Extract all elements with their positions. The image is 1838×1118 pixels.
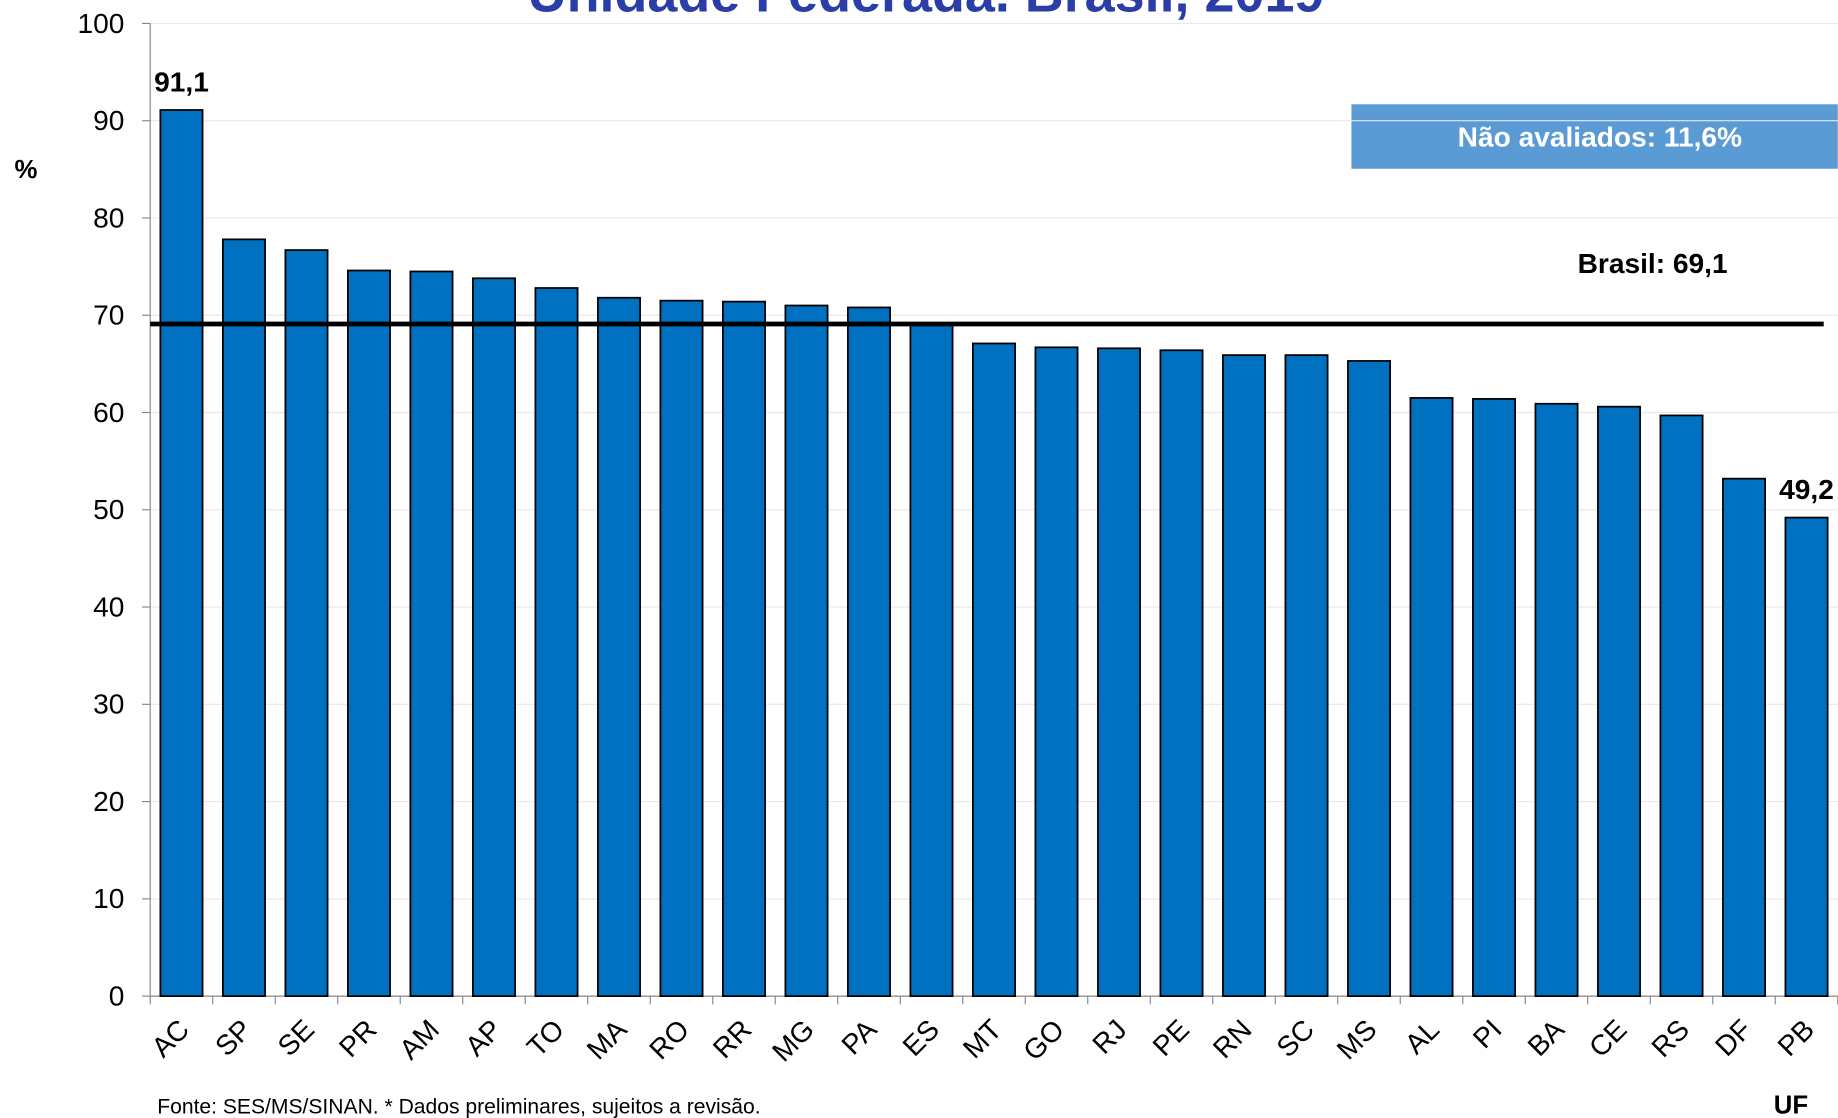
x-tick-label: PB (1772, 1014, 1820, 1062)
note-text: Não avaliados: 11,6% (1458, 121, 1742, 152)
y-tick-label: 20 (93, 786, 124, 817)
x-tick-label: PR (333, 1014, 383, 1064)
x-tick-label: RO (643, 1014, 695, 1066)
bar (1722, 477, 1766, 998)
x-tick-label: PE (1147, 1014, 1195, 1062)
bar (1597, 405, 1641, 998)
x-tick-label: BA (1522, 1013, 1571, 1062)
y-tick-label: 70 (93, 300, 124, 331)
data-label: 49,2 (1779, 474, 1834, 505)
bar (1222, 354, 1266, 998)
bar (909, 322, 954, 998)
x-tick-label: PA (836, 1013, 883, 1060)
bar (1347, 360, 1391, 998)
x-tick-label: AM (393, 1014, 445, 1066)
x-axis-label: UF (1774, 1091, 1808, 1118)
bar (472, 277, 516, 998)
x-tick-label: AC (146, 1014, 196, 1064)
bar (597, 296, 641, 998)
source-note: Fonte: SES/MS/SINAN. * Dados preliminare… (157, 1095, 760, 1118)
y-axis-label: % (15, 156, 38, 184)
y-tick-label: 80 (93, 202, 124, 233)
x-tick-label: PI (1467, 1014, 1508, 1055)
x-tick-label: RS (1646, 1014, 1696, 1064)
data-label: 91,1 (154, 66, 209, 97)
bar (1409, 397, 1454, 998)
chart-title: Unidade Federada. Brasil, 2019 (528, 0, 1325, 24)
y-tick-label: 0 (109, 980, 125, 1011)
x-tick-label: DF (1709, 1014, 1757, 1062)
y-tick-label: 30 (93, 689, 124, 720)
y-tick-label: 40 (93, 591, 124, 622)
x-tick-label: SP (209, 1014, 257, 1062)
bar (1659, 414, 1704, 998)
bar (534, 287, 579, 998)
reference-label: Brasil: 69,1 (1578, 248, 1728, 279)
note-box (1351, 104, 1838, 169)
y-tick-label: 10 (93, 883, 124, 914)
y-tick-label: 90 (93, 105, 124, 136)
x-tick-label: AP (459, 1014, 507, 1062)
bar (659, 299, 704, 998)
bar (284, 249, 329, 998)
x-tick-label: GO (1017, 1014, 1070, 1067)
x-tick-label: MT (957, 1014, 1008, 1065)
bar (972, 342, 1016, 998)
x-tick-label: AL (1399, 1014, 1445, 1060)
bar (847, 306, 891, 998)
bar (347, 269, 391, 998)
x-tick-label: MA (581, 1013, 633, 1065)
bar (784, 304, 829, 998)
x-tick-label: ES (897, 1014, 945, 1062)
y-tick-label: 100 (78, 8, 125, 39)
bar (1534, 402, 1579, 998)
y-tick-label: 50 (93, 494, 124, 525)
x-tick-label: RN (1207, 1014, 1258, 1065)
x-tick-label: SC (1271, 1014, 1321, 1064)
x-tick-label: SE (272, 1014, 320, 1062)
bar (1034, 346, 1079, 998)
bar (222, 238, 266, 998)
bar (1097, 347, 1141, 998)
bar (409, 270, 454, 998)
x-tick-label: CE (1583, 1014, 1633, 1064)
bar (1284, 354, 1329, 998)
x-tick-label: RR (707, 1014, 758, 1065)
x-tick-label: TO (521, 1014, 570, 1063)
bar (1472, 398, 1516, 998)
x-tick-label: MS (1331, 1014, 1383, 1066)
bar (1159, 349, 1204, 998)
y-tick-label: 60 (93, 397, 124, 428)
bar (159, 109, 204, 998)
bar (1784, 516, 1829, 998)
x-tick-label: MG (766, 1014, 820, 1068)
x-tick-label: RJ (1086, 1014, 1132, 1060)
bar (722, 300, 766, 998)
